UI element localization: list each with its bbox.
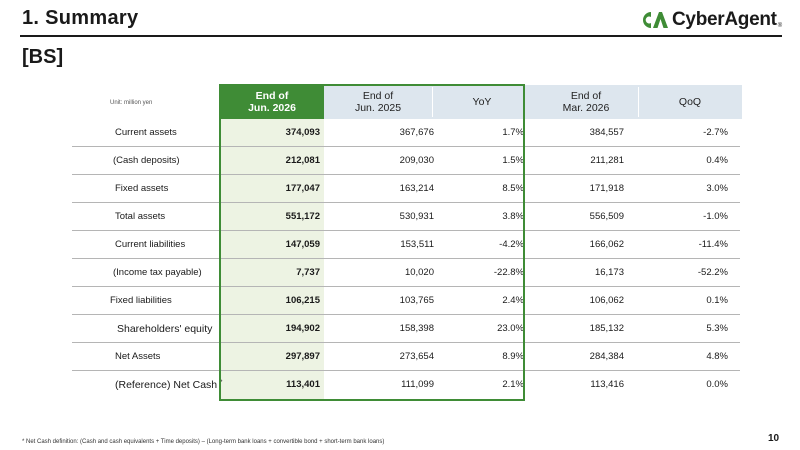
footnote-mark: * bbox=[220, 379, 223, 386]
row-label-text: (Reference) Net Cash bbox=[115, 378, 218, 391]
company-logo: CyberAgent ® bbox=[640, 8, 782, 32]
current-period-column-background bbox=[220, 119, 324, 400]
footnote: * Net Cash definition: (Cash and cash eq… bbox=[22, 439, 385, 445]
value-yoy: 2.1% bbox=[502, 379, 524, 390]
value-jun-2025: 530,931 bbox=[399, 211, 434, 222]
value-jun-2026: 177,047 bbox=[285, 183, 320, 194]
value-qoq: 5.3% bbox=[706, 323, 728, 334]
table-row: Fixed assets 177,047 163,214 8.5% 171,91… bbox=[72, 175, 740, 203]
value-jun-2026: 374,093 bbox=[285, 127, 320, 138]
value-mar-2026: 106,062 bbox=[589, 295, 624, 306]
value-qoq: 0.0% bbox=[706, 379, 728, 390]
table-row: (Income tax payable) 7,737 10,020 -22.8%… bbox=[72, 259, 740, 287]
value-yoy: 23.0% bbox=[497, 323, 524, 334]
value-qoq: -11.4% bbox=[698, 239, 728, 250]
value-yoy: -4.2% bbox=[499, 239, 524, 250]
unit-label: Unit: million yen bbox=[110, 100, 153, 106]
value-qoq: 0.4% bbox=[706, 155, 728, 166]
value-jun-2026: 147,059 bbox=[285, 239, 320, 250]
row-label: (Cash deposits) bbox=[113, 155, 180, 166]
row-label: Total assets bbox=[115, 211, 166, 222]
table-row: (Reference) Net Cash * 113,401 111,099 2… bbox=[72, 371, 740, 399]
column-header-qoq: QoQ bbox=[678, 96, 702, 108]
value-jun-2025: 111,099 bbox=[401, 379, 434, 390]
value-yoy: 3.8% bbox=[502, 211, 524, 222]
table-row: Shareholders' equity 194,902 158,398 23.… bbox=[72, 315, 740, 343]
table-row: Net Assets 297,897 273,654 8.9% 284,384 … bbox=[72, 343, 740, 371]
value-yoy: -22.8% bbox=[493, 267, 524, 278]
header-divider bbox=[638, 87, 639, 117]
table-row: (Cash deposits) 212,081 209,030 1.5% 211… bbox=[72, 147, 740, 175]
value-jun-2025: 273,654 bbox=[399, 351, 434, 362]
value-jun-2026: 194,902 bbox=[285, 323, 320, 334]
row-label: Fixed liabilities bbox=[110, 295, 172, 306]
value-qoq: 0.1% bbox=[706, 295, 728, 306]
value-jun-2026: 212,081 bbox=[285, 155, 320, 166]
row-label: Net Assets bbox=[115, 351, 161, 362]
column-header-mar-2026: End of Mar. 2026 bbox=[562, 90, 610, 114]
value-qoq: -1.0% bbox=[703, 211, 728, 222]
row-label: Current assets bbox=[115, 127, 177, 138]
logo-text: CyberAgent bbox=[672, 9, 777, 30]
title-divider bbox=[20, 35, 782, 37]
value-yoy: 8.9% bbox=[502, 351, 524, 362]
row-label: (Reference) Net Cash * bbox=[115, 371, 222, 398]
page-number: 10 bbox=[768, 433, 780, 444]
column-header-group-jun-2025 bbox=[324, 85, 534, 119]
value-yoy: 8.5% bbox=[502, 183, 524, 194]
value-jun-2026: 113,401 bbox=[286, 379, 320, 390]
table-row: Fixed liabilities 106,215 103,765 2.4% 1… bbox=[72, 287, 740, 315]
value-jun-2025: 153,511 bbox=[400, 239, 434, 250]
value-jun-2025: 10,020 bbox=[404, 267, 434, 278]
logo-mark-icon bbox=[643, 12, 668, 28]
value-jun-2026: 551,172 bbox=[285, 211, 320, 222]
value-jun-2025: 163,214 bbox=[399, 183, 434, 194]
value-jun-2025: 158,398 bbox=[399, 323, 434, 334]
row-label: Current liabilities bbox=[115, 239, 186, 250]
value-jun-2026: 297,897 bbox=[285, 351, 320, 362]
value-mar-2026: 556,509 bbox=[589, 211, 624, 222]
value-jun-2026: 106,215 bbox=[285, 295, 320, 306]
value-mar-2026: 113,416 bbox=[590, 379, 624, 390]
section-label: [BS] bbox=[22, 46, 64, 68]
row-label: Shareholders' equity bbox=[117, 322, 213, 335]
value-mar-2026: 211,281 bbox=[590, 155, 624, 166]
value-yoy: 2.4% bbox=[502, 295, 524, 306]
value-mar-2026: 166,062 bbox=[589, 239, 624, 250]
table-row: Total assets 551,172 530,931 3.8% 556,50… bbox=[72, 203, 740, 231]
value-jun-2026: 7,737 bbox=[296, 267, 320, 278]
value-mar-2026: 284,384 bbox=[589, 351, 624, 362]
value-yoy: 1.5% bbox=[502, 155, 524, 166]
value-qoq: -2.7% bbox=[703, 127, 728, 138]
value-qoq: -52.2% bbox=[697, 267, 728, 278]
column-header-jun-2025: End of Jun. 2025 bbox=[354, 90, 402, 114]
value-yoy: 1.7% bbox=[502, 127, 524, 138]
column-header-jun-2026: End of Jun. 2026 bbox=[220, 85, 324, 119]
highlight-frame bbox=[219, 84, 525, 401]
value-mar-2026: 16,173 bbox=[594, 267, 624, 278]
value-mar-2026: 185,132 bbox=[589, 323, 624, 334]
row-label: (Income tax payable) bbox=[113, 267, 202, 278]
slide-title: 1. Summary bbox=[22, 7, 139, 29]
header-divider bbox=[432, 87, 433, 117]
column-header-yoy: YoY bbox=[472, 96, 492, 108]
value-mar-2026: 384,557 bbox=[589, 127, 624, 138]
table-row: Current assets 374,093 367,676 1.7% 384,… bbox=[72, 119, 740, 147]
value-mar-2026: 171,918 bbox=[589, 183, 624, 194]
table-row: Current liabilities 147,059 153,511 -4.2… bbox=[72, 231, 740, 259]
value-jun-2025: 209,030 bbox=[399, 155, 434, 166]
registered-mark: ® bbox=[777, 23, 783, 29]
value-jun-2025: 367,676 bbox=[399, 127, 434, 138]
value-jun-2025: 103,765 bbox=[399, 295, 434, 306]
value-qoq: 3.0% bbox=[706, 183, 728, 194]
row-label: Fixed assets bbox=[115, 183, 169, 194]
value-qoq: 4.8% bbox=[706, 351, 728, 362]
